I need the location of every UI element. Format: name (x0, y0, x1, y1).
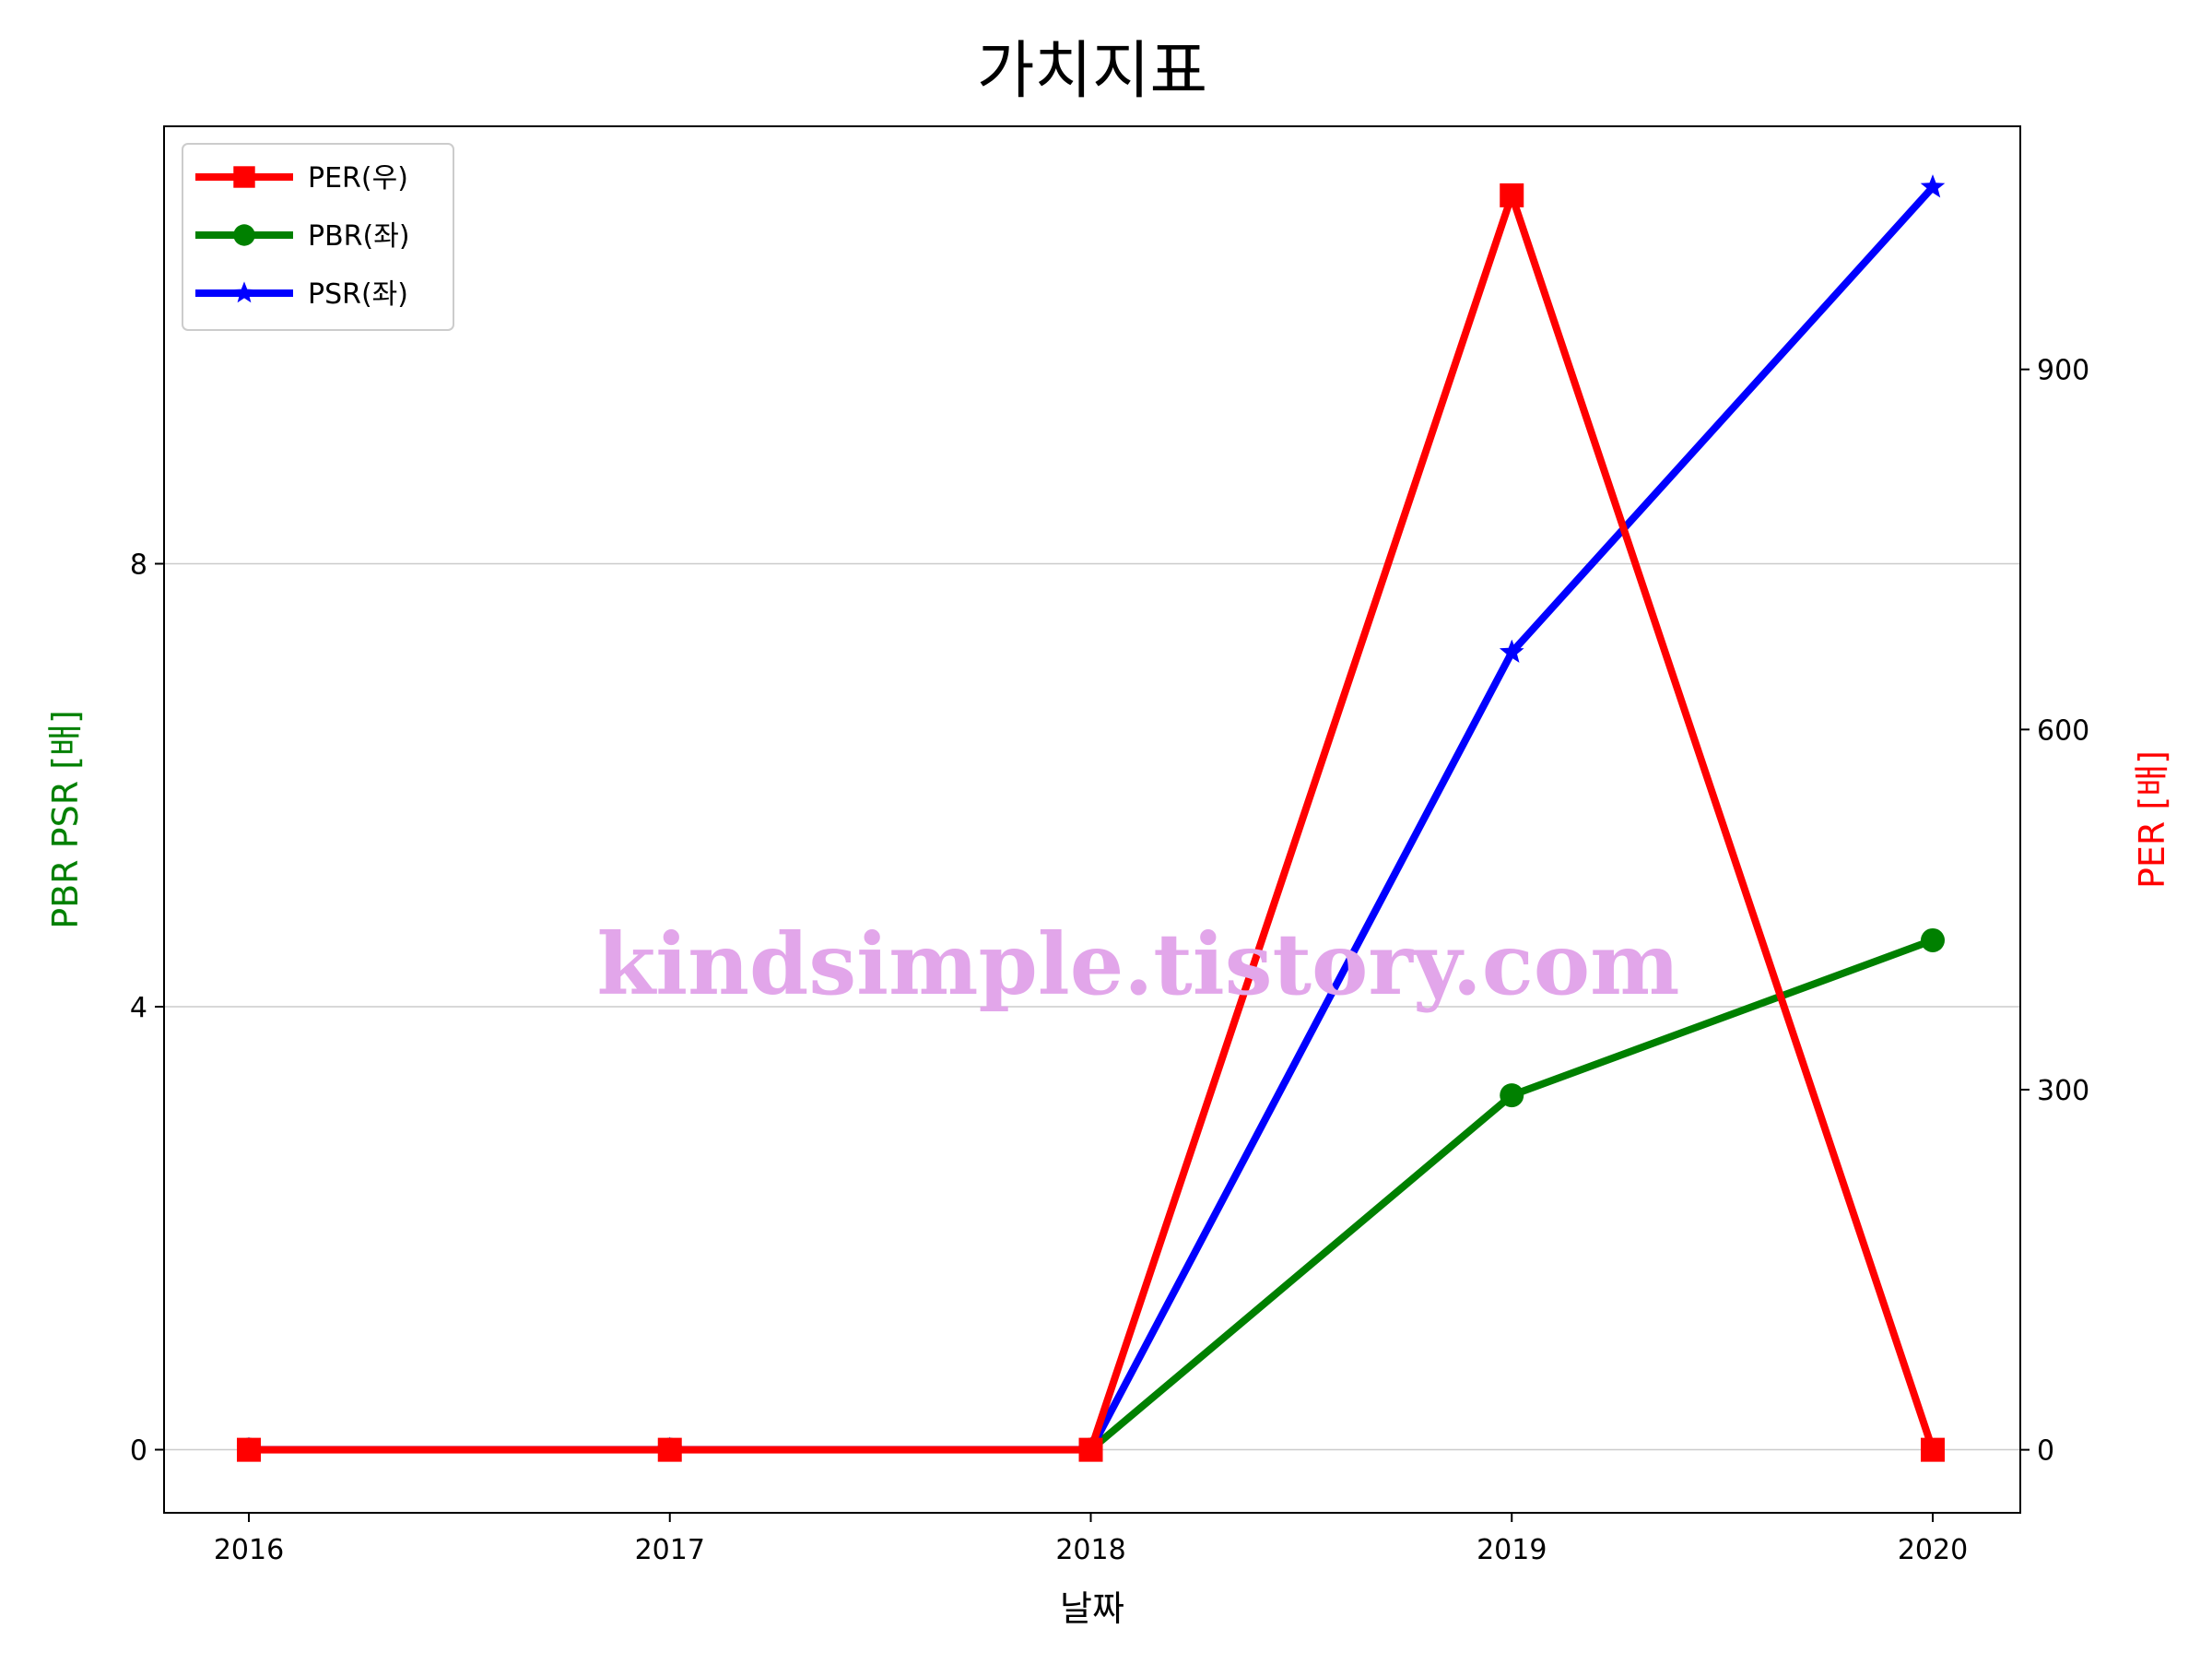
chart-title: 가치지표 (977, 35, 1207, 108)
legend-box (182, 143, 454, 331)
point-PBR(좌)-2019 (1500, 1083, 1524, 1108)
point-PSR(좌)-2019 (1499, 639, 1524, 663)
legend-entry-PSR(좌): PSR(좌) (195, 278, 408, 311)
point-PBR(좌)-2020 (1921, 927, 1945, 952)
x-tick-label-2018: 2018 (1055, 1534, 1125, 1566)
x-axis-title: 날짜 (1060, 1588, 1124, 1629)
y-left-tick-label-1: 4 (130, 992, 147, 1024)
y-right-tick-label-3: 900 (2037, 355, 2089, 387)
legend-marker-PER(우) (233, 166, 255, 188)
legend-entry-PER(우): PER(우) (195, 162, 408, 195)
point-PSR(좌)-2020 (1920, 174, 1946, 198)
point-PER(우)-2019 (1500, 183, 1524, 207)
watermark-text: kindsimple.tistory.com (596, 915, 1679, 1014)
y-right-axis-title: PER [배] (2132, 750, 2172, 889)
y-left-tick-label-0: 0 (130, 1435, 147, 1468)
y-right-tick-label-1: 300 (2037, 1075, 2089, 1107)
legend-entry-PBR(좌): PBR(좌) (195, 220, 410, 253)
x-tick-label-2019: 2019 (1477, 1534, 1547, 1566)
y-right-tick-label-2: 600 (2037, 714, 2089, 747)
series-PER(우) (237, 183, 1945, 1462)
point-PER(우)-2017 (657, 1437, 682, 1462)
x-tick-label-2016: 2016 (214, 1534, 284, 1566)
plot-frame (163, 125, 2021, 1514)
x-tick-label-2017: 2017 (635, 1534, 705, 1566)
legend-marker-PBR(좌) (233, 224, 255, 246)
y-right-tick-label-0: 0 (2037, 1435, 2054, 1468)
x-tick-label-2020: 2020 (1898, 1534, 1968, 1566)
point-PER(우)-2016 (237, 1437, 261, 1462)
legend-label-PER(우): PER(우) (308, 162, 408, 195)
series-layer (236, 174, 1946, 1462)
legend-label-PSR(좌): PSR(좌) (308, 278, 408, 311)
legend: PER(우) PBR(좌) PSR(좌) (182, 143, 454, 331)
legend-marker-PSR(좌) (233, 281, 255, 303)
ticks-layer: 2016 2017 2018 2019 2020 0 4 8 0 300 600 900 (130, 355, 2089, 1566)
legend-label-PBR(좌): PBR(좌) (308, 220, 410, 253)
point-PER(우)-2020 (1921, 1437, 1945, 1462)
point-PER(우)-2018 (1078, 1437, 1103, 1462)
y-left-tick-label-2: 8 (130, 549, 147, 582)
y-left-axis-title: PBR PSR [배] (45, 710, 86, 929)
